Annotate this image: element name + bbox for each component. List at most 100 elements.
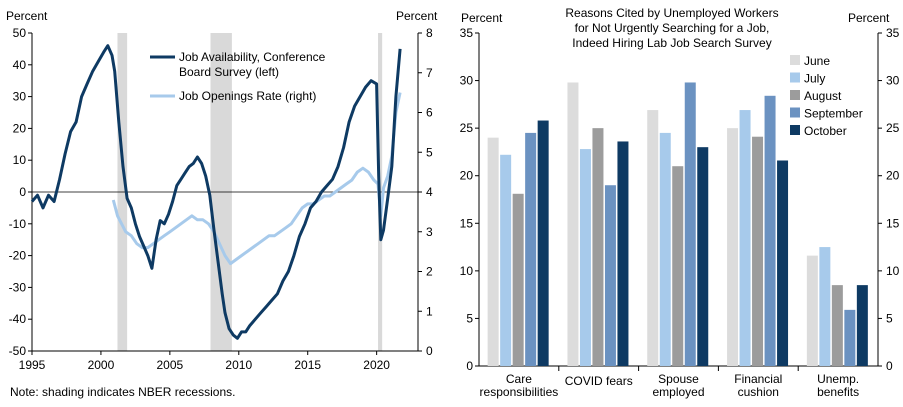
bar-right-tick-label-4: 15: [886, 216, 900, 230]
bar-september-2: [684, 82, 696, 366]
bar-july-3: [739, 110, 751, 367]
bar-october-2: [697, 147, 709, 366]
x-tick-label-4: 2015: [294, 358, 321, 372]
bar-june-1: [567, 82, 579, 366]
right-tick-label-0: 8: [426, 26, 433, 40]
bar-july-4: [819, 247, 831, 366]
bar-series: [487, 82, 868, 367]
bar-right-tick-label-7: 0: [886, 359, 893, 373]
bar-august-4: [831, 285, 843, 366]
category-label-0-0: Care: [506, 372, 532, 386]
bar-right-tick-label-5: 10: [886, 264, 900, 278]
legend-label-job-availability: Job Availability, Conference: [179, 50, 326, 64]
left-tick-label-7: -20: [9, 249, 27, 263]
x-tick-label-5: 2020: [363, 358, 390, 372]
legend-swatch-july: [790, 72, 800, 83]
category-label-3-1: cushion: [738, 385, 779, 399]
bar-july-1: [579, 149, 591, 366]
bar-october-0: [537, 120, 549, 366]
job-openings-rate-line: [111, 92, 402, 266]
bar-right-tick-label-3: 20: [886, 169, 900, 183]
bar-october-1: [617, 141, 629, 366]
bar-june-2: [647, 110, 659, 367]
bar-right-tick-label-2: 25: [886, 121, 900, 135]
bar-september-3: [764, 95, 776, 367]
category-label-3-0: Financial: [734, 372, 782, 386]
category-label-1-0: COVID fears: [565, 374, 633, 388]
bar-left-tick-label-6: 5: [466, 311, 473, 325]
bar-chart-right-axis-title: Percent: [848, 11, 890, 25]
bar-right-tick-label-6: 5: [886, 311, 893, 325]
left-tick-label-4: 10: [13, 153, 27, 167]
right-tick-label-1: 7: [426, 66, 433, 80]
x-tick-label-1: 2000: [88, 358, 115, 372]
right-bar-chart: Percent Percent Reasons Cited by Unemplo…: [460, 6, 900, 399]
bar-october-3: [777, 160, 789, 366]
bar-chart-left-axis-title: Percent: [461, 11, 503, 25]
bar-left-tick-label-7: 0: [466, 359, 473, 373]
right-axis-ticks: 8 7 6 5 4 3 2 1 0: [418, 26, 433, 358]
bar-july-0: [500, 154, 512, 366]
bar-left-tick-label-5: 10: [460, 264, 474, 278]
left-tick-label-0: 50: [13, 26, 27, 40]
legend-label-october: October: [804, 124, 847, 138]
x-tick-label-3: 2010: [225, 358, 252, 372]
bar-left-tick-label-0: 35: [460, 26, 474, 40]
left-tick-label-10: -50: [9, 344, 27, 358]
right-tick-label-5: 3: [426, 225, 433, 239]
bar-left-tick-label-4: 15: [460, 216, 474, 230]
bar-right-tick-label-1: 30: [886, 74, 900, 88]
legend-label-august: August: [804, 89, 842, 103]
right-tick-label-3: 5: [426, 145, 433, 159]
job-availability-line: [30, 44, 402, 340]
right-axis-title: Percent: [396, 9, 438, 23]
bar-august-3: [752, 136, 764, 366]
bar-june-0: [487, 137, 499, 366]
left-tick-label-8: -30: [9, 280, 27, 294]
left-tick-label-3: 20: [13, 121, 27, 135]
bar-august-1: [592, 128, 604, 366]
bar-right-tick-label-0: 35: [886, 26, 900, 40]
bar-august-2: [672, 166, 684, 366]
category-label-4-1: benefits: [817, 385, 859, 399]
category-label-4-0: Unemp.: [817, 372, 859, 386]
bar-august-0: [512, 193, 524, 366]
right-tick-label-4: 4: [426, 185, 433, 199]
category-label-0-1: responsibilities: [480, 385, 559, 399]
left-tick-label-2: 30: [13, 90, 27, 104]
legend-label-june: June: [804, 54, 830, 68]
x-tick-label-2: 2005: [157, 358, 184, 372]
bar-left-tick-label-2: 25: [460, 121, 474, 135]
right-tick-label-2: 6: [426, 106, 433, 120]
legend-swatch-october: [790, 125, 800, 135]
bar-october-4: [856, 285, 868, 366]
x-axis-ticks: 1995 2000 2005 2010 2015 2020: [19, 351, 390, 372]
legend-label-september: September: [804, 107, 863, 121]
legend-swatch-june: [790, 55, 800, 65]
category-label-2-0: Spouse: [658, 372, 699, 386]
bar-axis-ticks: 35 35 30 30 25 25 20 20 15 15 10 10 5 5 0 0: [460, 26, 900, 373]
x-tick-label-0: 1995: [19, 358, 46, 372]
bar-september-4: [844, 309, 856, 366]
line-series: [30, 44, 402, 340]
bar-june-3: [727, 128, 739, 366]
legend-swatch-september: [790, 107, 800, 118]
bar-june-4: [806, 255, 818, 366]
legend-label-july: July: [804, 72, 825, 86]
bar-legend: June July August September October: [790, 54, 863, 138]
bar-july-2: [659, 132, 671, 366]
legend-label-job-openings: Job Openings Rate (right): [179, 89, 316, 103]
left-tick-label-5: 0: [19, 185, 26, 199]
right-tick-label-8: 0: [426, 344, 433, 358]
legend-swatch-august: [790, 90, 800, 100]
category-label-2-1: employed: [652, 385, 704, 399]
left-axis-title: Percent: [6, 9, 48, 23]
left-axis-ticks: 50 40 30 20 10 0 -10 -20 -30 -40 -50: [9, 26, 32, 358]
bar-chart-title-line-1: Reasons Cited by Unemployed Workers: [565, 6, 778, 20]
bar-chart-title-line-3: Indeed Hiring Lab Job Search Survey: [572, 36, 771, 50]
left-tick-label-1: 40: [13, 58, 27, 72]
bar-chart-title-line-2: for Not Urgently Searching for a Job,: [575, 21, 770, 35]
